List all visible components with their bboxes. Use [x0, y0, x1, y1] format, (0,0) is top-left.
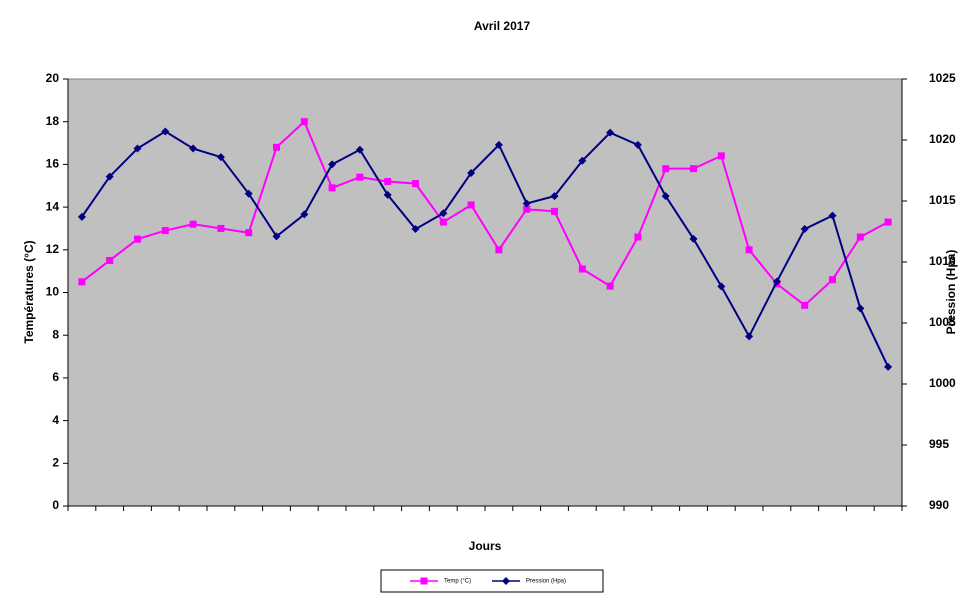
marker — [494, 140, 503, 149]
marker — [578, 265, 586, 273]
marker — [522, 199, 531, 208]
marker — [300, 210, 309, 219]
marker — [829, 276, 836, 284]
marker — [745, 246, 753, 254]
marker — [133, 144, 142, 153]
marker — [502, 577, 510, 585]
y2-tick-label: 1025 — [929, 71, 956, 85]
marker — [189, 220, 197, 228]
marker — [300, 118, 308, 126]
y2-tick-label: 1015 — [929, 193, 956, 207]
marker — [717, 282, 726, 291]
marker — [523, 205, 531, 213]
marker — [244, 189, 253, 198]
marker — [439, 218, 447, 226]
marker — [245, 229, 253, 237]
marker — [856, 304, 865, 313]
marker — [828, 211, 837, 220]
marker — [420, 577, 428, 585]
marker — [217, 224, 225, 232]
marker — [884, 218, 892, 226]
marker — [606, 128, 615, 137]
marker — [550, 192, 559, 201]
marker — [856, 233, 864, 241]
x-axis-label: Jours — [469, 539, 502, 553]
marker — [662, 165, 670, 173]
y2-tick-label: 995 — [929, 437, 949, 451]
y-tick-label: 20 — [46, 71, 60, 85]
y2-tick-label: 1000 — [929, 376, 956, 390]
y-axis-label: Températures (°C) — [22, 240, 36, 343]
y2-tick-label: 1005 — [929, 315, 956, 329]
marker — [134, 235, 141, 243]
marker — [439, 209, 448, 218]
marker — [383, 190, 392, 199]
marker — [105, 172, 114, 181]
plot-area — [67, 78, 903, 507]
marker — [355, 145, 364, 154]
marker — [78, 278, 86, 286]
y-tick-label: 2 — [52, 455, 59, 469]
y-tick-label: 12 — [46, 242, 60, 256]
y-tick-label: 6 — [52, 370, 59, 384]
marker — [689, 234, 698, 243]
marker — [356, 173, 364, 181]
series-line — [81, 119, 889, 307]
y2-tick-label: 1020 — [929, 132, 956, 146]
marker — [328, 184, 336, 192]
y-tick-label: 18 — [46, 114, 60, 128]
marker — [328, 160, 337, 169]
marker — [745, 332, 754, 341]
legend-label: Pression (Hpa) — [526, 579, 566, 585]
y-tick-label: 0 — [52, 498, 59, 512]
y-tick-label: 8 — [52, 327, 59, 341]
y-tick-label: 4 — [52, 413, 59, 427]
legend-label: Temp (°C) — [444, 579, 471, 585]
marker — [717, 152, 725, 160]
y-tick-label: 10 — [46, 285, 60, 299]
marker — [273, 143, 280, 151]
marker — [216, 153, 225, 162]
marker — [551, 207, 558, 215]
marker — [884, 362, 893, 371]
marker — [800, 225, 809, 234]
marker — [578, 156, 587, 165]
marker — [106, 256, 114, 264]
y2-tick-label: 990 — [929, 498, 949, 512]
marker — [772, 277, 781, 286]
marker — [411, 225, 420, 234]
marker — [467, 168, 476, 177]
marker — [412, 180, 419, 188]
marker — [77, 212, 86, 221]
marker — [606, 282, 614, 290]
y-tick-label: 14 — [46, 199, 60, 213]
marker — [272, 232, 281, 241]
marker — [661, 192, 670, 201]
chart-title: Avril 2017 — [474, 19, 531, 33]
marker — [384, 177, 392, 185]
y-tick-label: 16 — [46, 157, 60, 171]
marker — [161, 227, 169, 235]
marker — [634, 233, 642, 241]
marker — [801, 301, 809, 309]
marker — [189, 144, 198, 153]
marker — [633, 140, 642, 149]
marker — [690, 165, 697, 173]
marker — [161, 127, 170, 136]
y2-axis-label: Pression (Hpa) — [944, 250, 958, 335]
marker — [467, 201, 475, 209]
series-line — [81, 130, 890, 368]
marker — [495, 246, 503, 254]
y2-tick-label: 1010 — [929, 254, 956, 268]
